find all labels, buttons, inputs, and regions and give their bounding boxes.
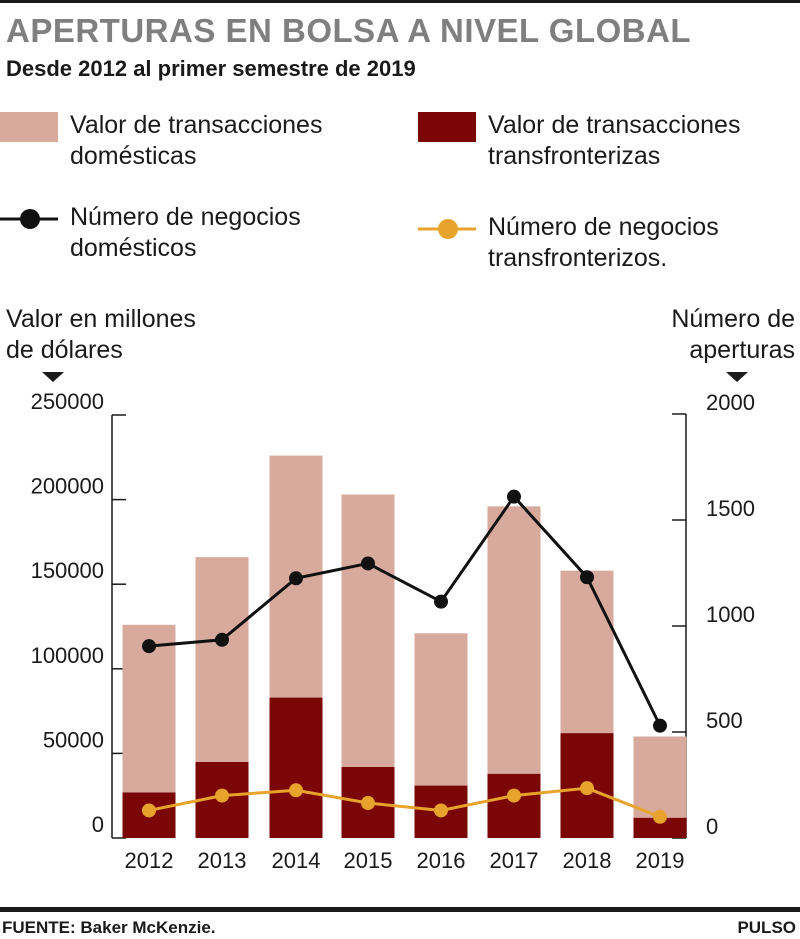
chart-subtitle: Desde 2012 al primer semestre de 2019 [6,56,416,81]
left-axis-title: Valor en millones de dólares [6,305,196,364]
series-line-crossborder-deals [148,786,661,819]
bar-2017-crossborder [487,773,541,838]
left-tick-label: 50000 [43,727,104,752]
x-tick-label-2014: 2014 [272,848,321,873]
legend-crossborder-deals: Número de negocios transfronterizos. [418,212,719,274]
bar-2017-domestic [487,506,541,774]
right-axis-title: Número de aperturas [671,305,795,364]
brand-logo: PULSO [737,918,796,937]
legend-label-domestic-value: Valor de transacciones domésticas [70,111,323,170]
bar-2015-domestic [341,494,395,767]
point-domestic-deals-2017 [507,489,521,504]
left-tick-label: 0 [92,812,104,837]
series-line-domestic-deals [148,494,662,727]
x-tick-label-2017: 2017 [490,848,539,873]
right-tick-label: 0 [706,814,718,839]
chart-title: APERTURAS EN BOLSA A NIVEL GLOBAL [6,12,692,49]
legend-marker-domestic-deals [0,204,58,234]
legend-label-crossborder-value: Valor de transacciones transfronterizas [488,111,741,170]
bar-2018-domestic [560,570,614,734]
right-tick-label: 1000 [706,602,755,627]
legend-label-domestic-deals: Número de negocios domésticos [70,203,301,262]
bar-2019-crossborder [633,817,687,838]
x-tick-label-2019: 2019 [636,848,685,873]
right-axis-arrow-icon [726,372,748,382]
point-domestic-deals-2014 [289,571,303,586]
point-crossborder-deals-2018 [580,781,594,796]
legend-label-crossborder-deals: Número de negocios transfronterizos. [488,213,719,272]
point-crossborder-deals-2013 [215,788,229,803]
point-domestic-deals-2015 [361,556,375,571]
legend-swatch-domestic-value [0,112,58,142]
x-tick-label-2016: 2016 [417,848,466,873]
source-note: FUENTE: Baker McKenzie. [2,918,216,937]
chart-plot: 0 50000 100000 150000 200000 250000 0 500 1000 15… [31,389,755,873]
bar-2019-domestic [633,736,687,818]
legend-marker-crossborder-deals [418,214,476,244]
point-crossborder-deals-2019 [653,809,667,824]
point-domestic-deals-2016 [434,594,448,609]
left-tick-label: 250000 [31,389,104,414]
point-domestic-deals-2018 [580,570,594,585]
legend-swatch-crossborder-value [418,112,476,142]
left-tick-label: 200000 [31,474,104,499]
point-domestic-deals-2019 [653,718,667,733]
right-tick-label: 1500 [706,496,755,521]
bar-2013-domestic [195,557,249,762]
point-crossborder-deals-2014 [289,783,303,798]
left-axis-arrow-icon [42,372,64,382]
point-crossborder-deals-2016 [434,803,448,818]
x-tick-label-2013: 2013 [198,848,247,873]
left-tick-label: 150000 [31,558,104,583]
bar-2016-domestic [414,633,468,786]
bottom-rule [0,907,800,912]
right-tick-label: 500 [706,708,743,733]
bar-2014-crossborder [269,697,323,838]
legend-domestic-value: Valor de transacciones domésticas [0,110,322,172]
point-domestic-deals-2012 [142,639,156,654]
point-domestic-deals-2013 [215,632,229,647]
point-crossborder-deals-2017 [507,788,521,803]
left-tick-label: 100000 [31,643,104,668]
point-crossborder-deals-2012 [142,803,156,818]
x-tick-label-2018: 2018 [563,848,612,873]
x-tick-label-2012: 2012 [125,848,174,873]
x-tick-label-2015: 2015 [344,848,393,873]
top-rule [0,0,800,3]
point-crossborder-deals-2015 [361,796,375,811]
right-tick-label: 2000 [706,390,755,415]
legend-domestic-deals: Número de negocios domésticos [0,202,301,264]
legend-crossborder-value: Valor de transacciones transfronterizas [418,110,740,172]
